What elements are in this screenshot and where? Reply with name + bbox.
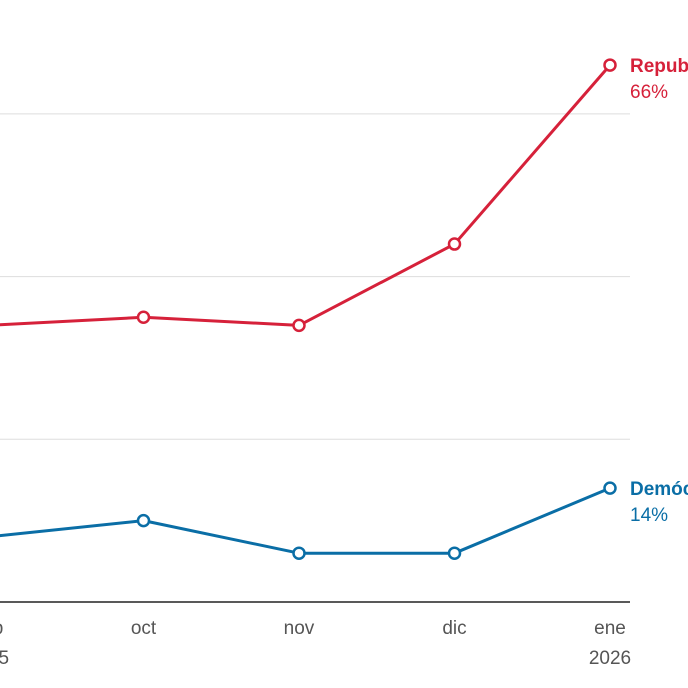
x-tick-year: 2025 xyxy=(0,648,9,669)
series-line xyxy=(0,64,612,327)
x-tick-label: sep xyxy=(0,618,3,639)
point xyxy=(292,546,306,560)
x-tick-label: oct xyxy=(131,618,157,639)
point xyxy=(136,513,151,528)
series-end-label: 66% xyxy=(630,82,668,103)
point xyxy=(603,481,617,495)
x-tick-label: dic xyxy=(442,618,466,639)
series-name: Demócratas xyxy=(630,479,688,500)
series-name: Republicanos xyxy=(630,56,688,77)
x-tick-year: 2026 xyxy=(589,648,631,669)
point xyxy=(447,237,462,251)
point xyxy=(447,546,462,560)
point xyxy=(292,318,306,333)
point xyxy=(136,310,151,325)
x-tick-label: ene xyxy=(594,618,626,639)
x-tick-label: nov xyxy=(284,618,315,639)
series-end-label: 14% xyxy=(630,505,668,526)
point xyxy=(603,58,617,72)
series-line xyxy=(0,486,611,555)
